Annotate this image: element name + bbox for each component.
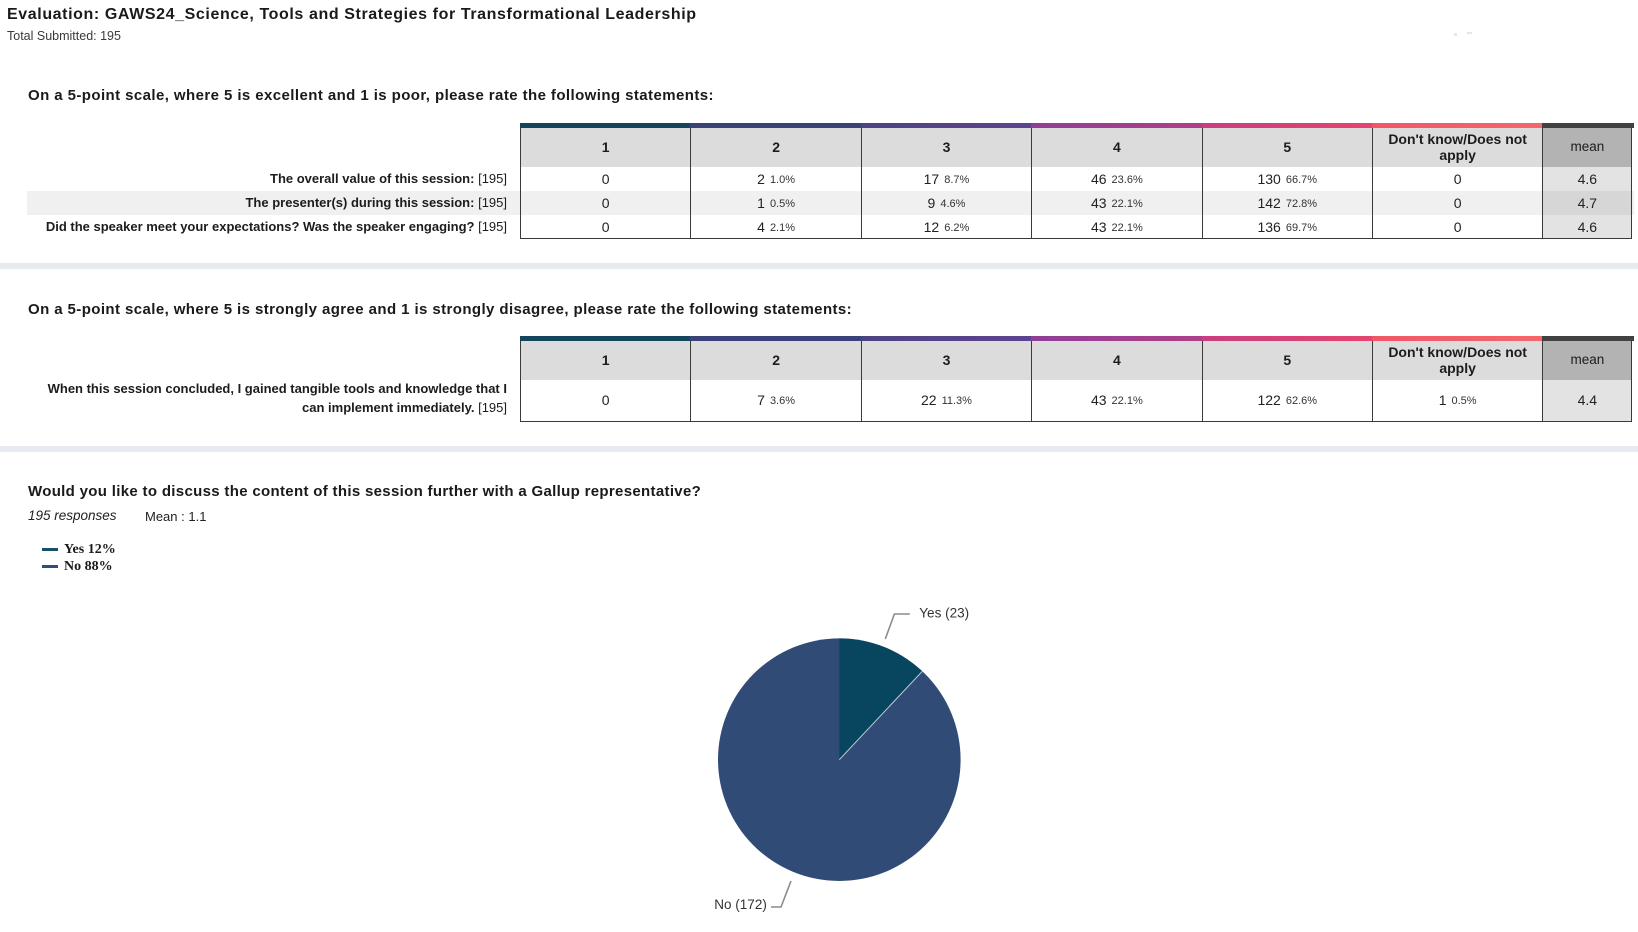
svg-text:Yes (23): Yes (23) bbox=[919, 606, 969, 621]
svg-text:No (172): No (172) bbox=[714, 897, 767, 912]
